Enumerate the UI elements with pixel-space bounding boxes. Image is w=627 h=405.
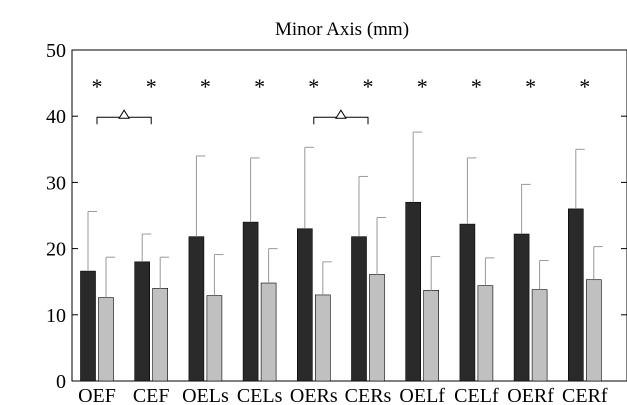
significance-star: * [146,74,157,99]
x-tick-label: OELs [182,385,229,405]
y-tick-label: 0 [56,371,66,393]
bar [260,282,277,382]
bar [531,289,548,382]
bar [405,201,422,382]
x-tick-label: CELf [454,385,499,405]
y-tick-label: 50 [46,40,66,62]
bar [567,208,584,382]
plot-frame [71,49,627,382]
x-tick-label: OERf [507,385,554,405]
y-tick-label: 10 [46,305,66,327]
bar [423,290,440,382]
chart-title: Minor Axis (mm) [275,19,409,40]
significance-triangle [118,109,131,119]
bar [242,221,259,382]
y-axis: 0 10 20 30 40 50 [46,40,627,393]
x-tick-label: OELf [399,385,445,405]
significance-star: * [92,74,103,99]
bar [80,270,96,382]
bar [585,279,602,382]
bar [369,274,385,382]
x-tick-label: CERf [562,385,608,405]
x-axis: OEF CEF OELs CELs OERs CERs OELf CELf OERf CERf [78,385,608,405]
bars [80,201,602,382]
significance-star: * [525,74,536,99]
bar [513,233,530,382]
x-tick-label: CERs [345,385,392,405]
x-tick-label: CELs [237,385,283,405]
bar [134,261,150,382]
bar [98,297,114,382]
bar [188,236,205,382]
bar [477,285,494,382]
bar [152,288,168,382]
annotations: * * * * * * * * * * [92,74,590,125]
significance-star: * [363,74,374,99]
significance-star: * [308,74,319,99]
significance-star: * [579,74,590,99]
bar [314,294,331,382]
bar [459,223,476,382]
y-tick-label: 20 [46,239,66,261]
y-tick-label: 30 [46,172,66,194]
x-tick-label: OERs [290,385,338,405]
significance-triangle [334,109,347,119]
bar [296,228,313,382]
significance-star: * [471,74,482,99]
bar [351,236,367,382]
significance-star: * [200,74,211,99]
significance-star: * [417,74,428,99]
x-tick-label: OEF [78,385,116,405]
bar [206,295,223,382]
significance-star: * [254,74,265,99]
error-bars [87,131,603,298]
y-tick-label: 40 [46,106,66,128]
x-tick-label: CEF [133,385,170,405]
